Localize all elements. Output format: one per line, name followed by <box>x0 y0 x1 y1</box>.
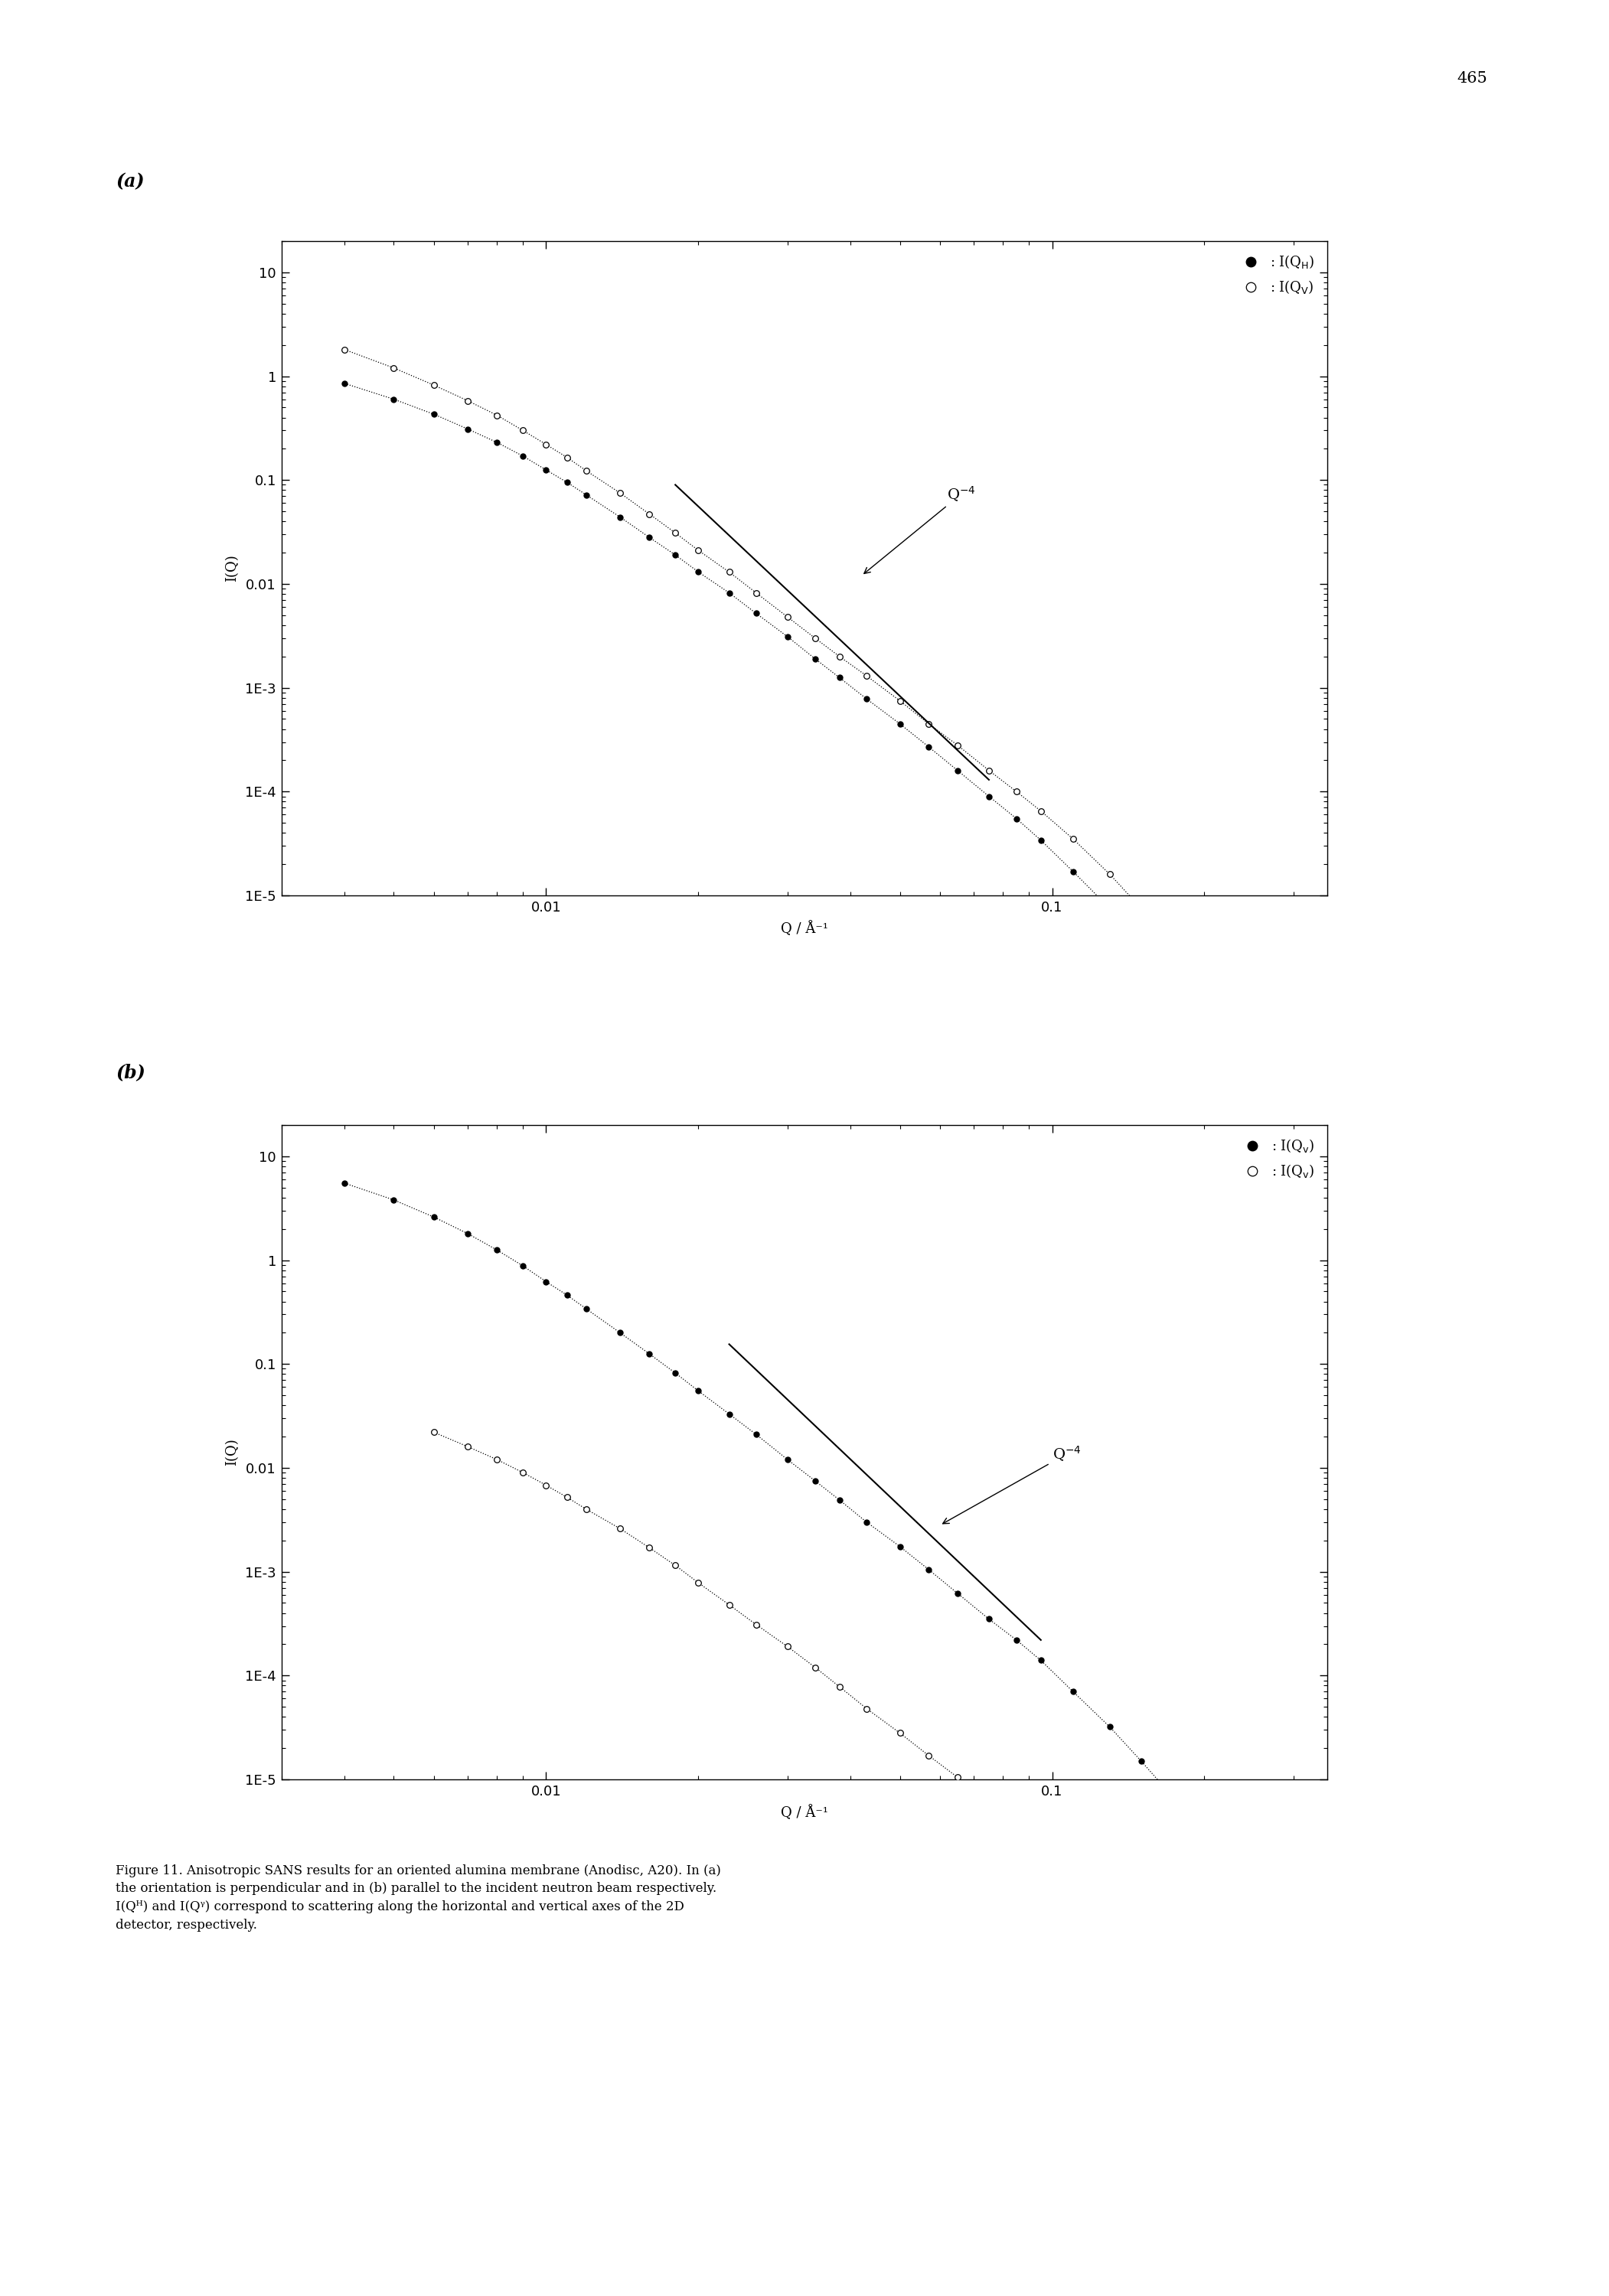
Legend: : I(Q$_\mathrm{v}$), : I(Q$_\mathrm{v}$): : I(Q$_\mathrm{v}$), : I(Q$_\mathrm{v}$) <box>1232 1132 1321 1185</box>
X-axis label: Q / Å⁻¹: Q / Å⁻¹ <box>780 1805 829 1821</box>
Y-axis label: I(Q): I(Q) <box>225 556 238 581</box>
Text: (a): (a) <box>116 172 145 191</box>
Text: Q$^{-4}$: Q$^{-4}$ <box>864 484 975 574</box>
Text: Q$^{-4}$: Q$^{-4}$ <box>943 1444 1081 1525</box>
Legend: : I(Q$_\mathrm{H}$), : I(Q$_\mathrm{V}$): : I(Q$_\mathrm{H}$), : I(Q$_\mathrm{V}$) <box>1231 248 1321 301</box>
Text: (b): (b) <box>116 1063 145 1081</box>
Y-axis label: I(Q): I(Q) <box>225 1440 238 1465</box>
Text: 465: 465 <box>1458 71 1487 85</box>
Text: Figure 11. Anisotropic SANS results for an oriented alumina membrane (Anodisc, A: Figure 11. Anisotropic SANS results for … <box>116 1864 721 1931</box>
X-axis label: Q / Å⁻¹: Q / Å⁻¹ <box>780 921 829 937</box>
